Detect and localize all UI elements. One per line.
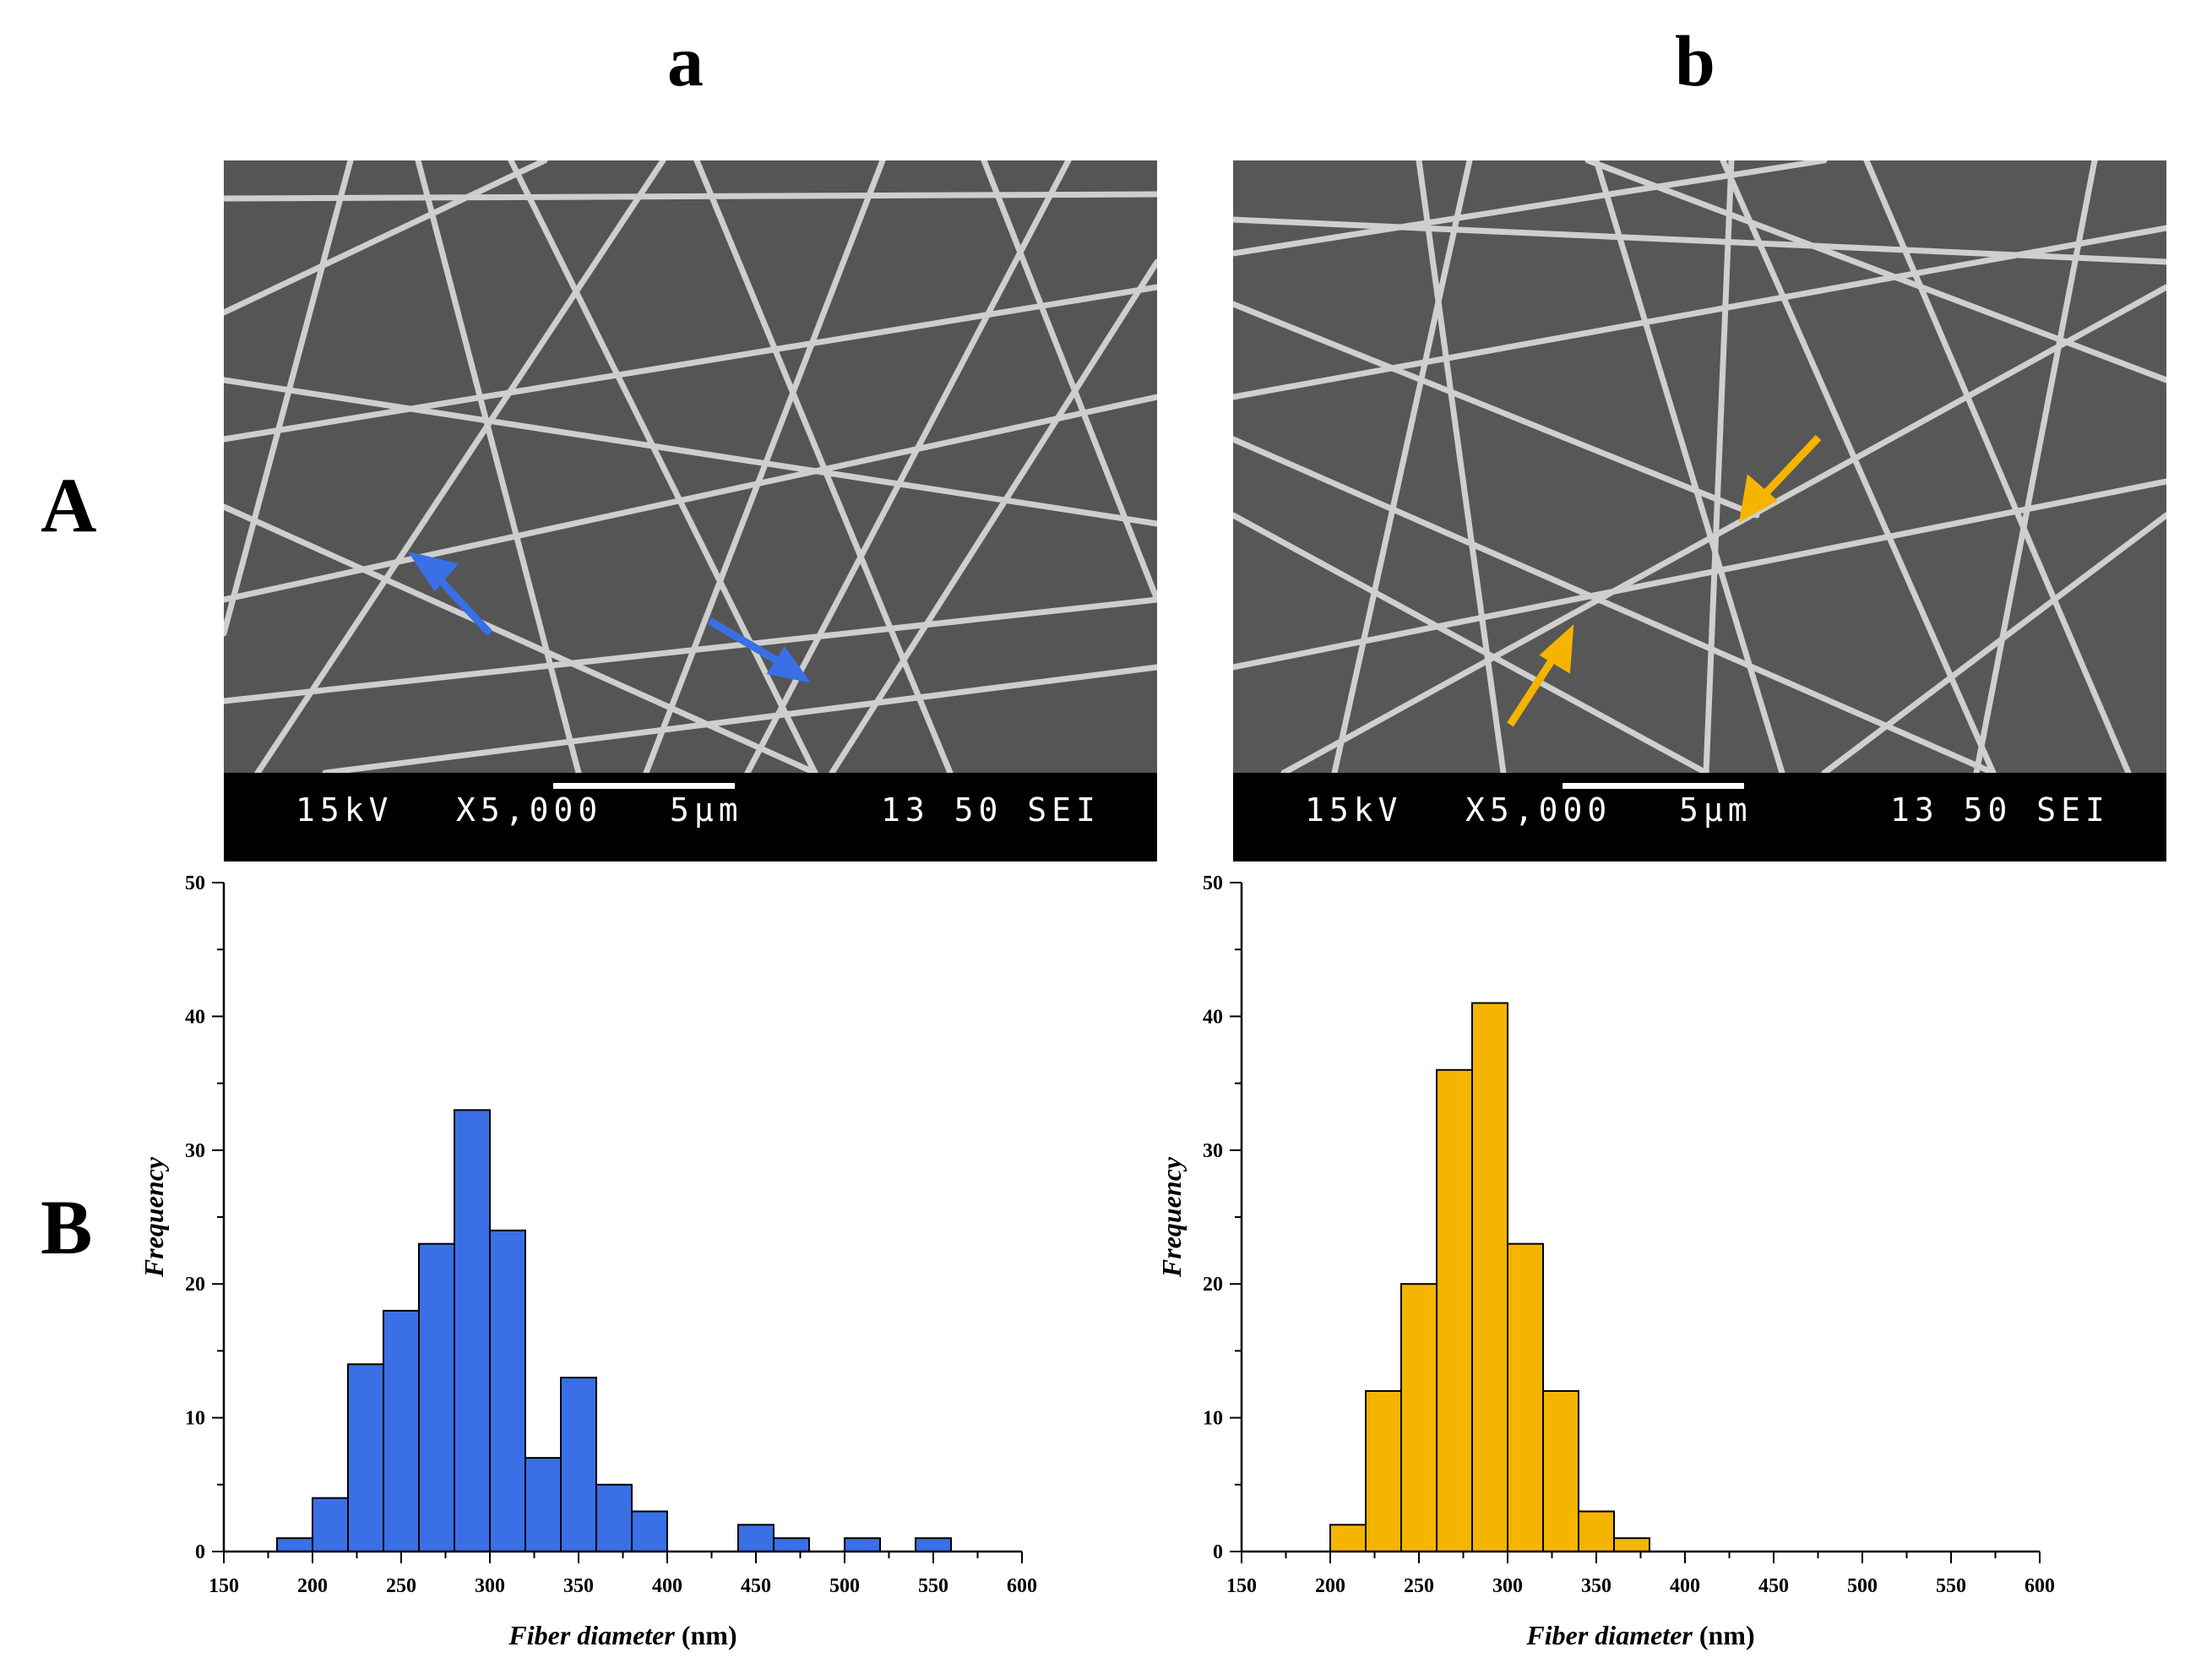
histogram-bar: [737, 1524, 774, 1553]
histogram-bar: [312, 1497, 349, 1553]
histogram-bar: [773, 1537, 810, 1552]
y-tick-label: 10: [1203, 1408, 1223, 1430]
y-tick-label: 10: [185, 1408, 205, 1430]
y-tick-label: 50: [185, 872, 205, 894]
y-tick-label: 30: [1203, 1140, 1223, 1162]
histogram-bar: [383, 1309, 420, 1552]
x-tick-label: 550: [918, 1575, 948, 1597]
x-tick-label: 150: [1226, 1575, 1257, 1597]
sem-code-a: 13 50 SEI: [881, 791, 1101, 829]
histogram-bar: [1471, 1002, 1508, 1552]
sem-scale-bar-a: [553, 783, 735, 789]
x-tick-label: 250: [1404, 1575, 1434, 1597]
sem-voltage-a: 15kV: [296, 791, 394, 829]
x-tick-label: 600: [1007, 1575, 1037, 1597]
sem-magnification-a: X5,000: [456, 791, 603, 829]
histogram-bar: [1436, 1068, 1473, 1552]
row-label-A: A: [41, 462, 97, 548]
x-axis-label: Fiber diameter (nm): [1525, 1620, 1754, 1650]
x-axis-label: Fiber diameter (nm): [508, 1620, 736, 1650]
histogram-a: 150 200 250 300 350 400 450 500 550 600 0 10 20 30 40 5…: [139, 872, 1037, 1650]
x-tick-label: 200: [1315, 1575, 1345, 1597]
histogram-bar: [1329, 1524, 1367, 1553]
sem-voltage-b: 15kV: [1305, 791, 1403, 829]
sem-scale-label-b: 5µm: [1679, 791, 1753, 829]
x-tick-label: 350: [1581, 1575, 1611, 1597]
sem-scale-label-a: 5µm: [670, 791, 743, 829]
x-tick-label: 500: [829, 1575, 860, 1597]
y-tick-label: 20: [185, 1274, 205, 1296]
x-tick-label: 400: [1670, 1575, 1700, 1597]
x-tick-label: 150: [209, 1575, 239, 1597]
histogram-bar: [1400, 1283, 1438, 1552]
histogram-bar: [1507, 1242, 1544, 1552]
histogram-bar: [1613, 1537, 1650, 1552]
sem-image-a: 15kV X5,000 5µm 13 50 SEI: [224, 160, 1157, 861]
y-tick-label: 40: [185, 1006, 205, 1028]
sem-scale-bar-b: [1563, 783, 1744, 789]
sem-micrograph-a: [224, 160, 1157, 773]
histogram-bar: [1578, 1510, 1615, 1552]
y-axis-label: Frequency: [139, 1156, 169, 1278]
histogram-bar: [454, 1109, 491, 1552]
histogram-bar: [560, 1377, 597, 1553]
x-tick-label: 250: [386, 1575, 416, 1597]
sem-info-bar-b: 15kV X5,000 5µm 13 50 SEI: [1233, 773, 2166, 861]
histogram-bar: [631, 1510, 668, 1552]
sem-magnification-b: X5,000: [1465, 791, 1612, 829]
x-tick-label: 550: [1936, 1575, 1966, 1597]
y-tick-label: 40: [1203, 1006, 1223, 1028]
y-tick-label: 20: [1203, 1274, 1223, 1296]
sem-micrograph-b: [1233, 160, 2166, 773]
histogram-bar: [915, 1537, 952, 1552]
column-label-a: a: [667, 20, 704, 101]
histogram-bar: [276, 1537, 313, 1552]
histogram-bar: [844, 1537, 881, 1552]
sem-image-b: 15kV X5,000 5µm 13 50 SEI: [1233, 160, 2166, 861]
y-tick-label: 0: [1213, 1541, 1223, 1563]
y-tick-label: 30: [185, 1140, 205, 1162]
histogram-b: 150 200 250 300 350 400 450 500 550 600 0 10 20 30 40 5…: [1156, 872, 2055, 1650]
histogram-bar: [524, 1457, 562, 1552]
x-tick-label: 350: [563, 1575, 594, 1597]
column-label-b: b: [1675, 20, 1715, 101]
histogram-bar: [595, 1483, 633, 1552]
x-tick-label: 600: [2024, 1575, 2055, 1597]
x-tick-label: 300: [1492, 1575, 1523, 1597]
histogram-bar: [489, 1229, 526, 1552]
sem-code-b: 13 50 SEI: [1890, 791, 2110, 829]
x-tick-label: 500: [1847, 1575, 1878, 1597]
x-tick-label: 400: [652, 1575, 682, 1597]
histogram-bar: [418, 1242, 455, 1552]
x-tick-label: 300: [475, 1575, 505, 1597]
y-axis-label: Frequency: [1156, 1156, 1187, 1278]
histogram-bar: [1542, 1389, 1579, 1552]
x-tick-label: 450: [1758, 1575, 1789, 1597]
sem-info-bar-a: 15kV X5,000 5µm 13 50 SEI: [224, 773, 1157, 861]
y-tick-label: 50: [1203, 872, 1223, 894]
row-label-B: B: [41, 1184, 93, 1270]
x-tick-label: 450: [741, 1575, 771, 1597]
y-tick-label: 0: [195, 1541, 205, 1563]
histogram-bar: [347, 1363, 384, 1552]
x-tick-label: 200: [297, 1575, 328, 1597]
histogram-bar: [1365, 1389, 1402, 1552]
